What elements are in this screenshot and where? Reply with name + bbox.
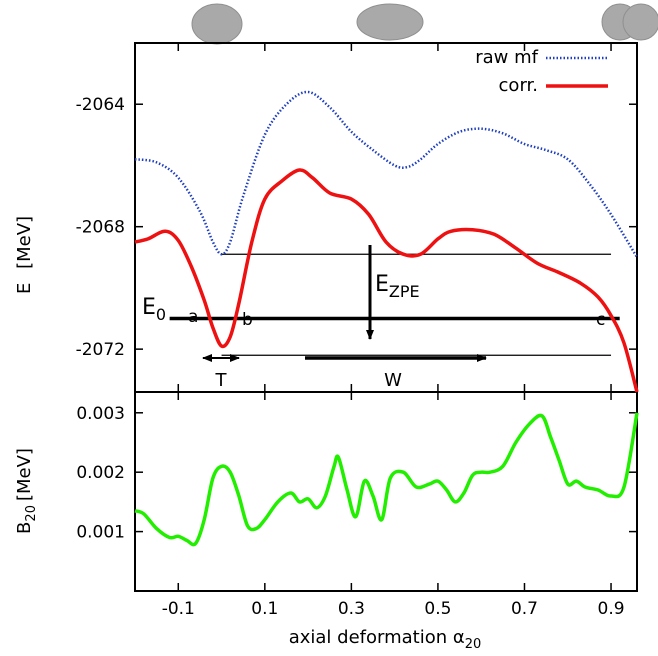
e0-label-base: E bbox=[142, 295, 156, 320]
corr-series-line bbox=[134, 168, 639, 393]
bottom-xtick-label: 0.5 bbox=[424, 599, 451, 619]
bottom-xtick-label: 0.1 bbox=[251, 599, 278, 619]
top-ylabel: E [MeV] bbox=[14, 216, 35, 294]
deformed-shape bbox=[356, 3, 424, 41]
bottom-ylabel-sub: 20 bbox=[24, 505, 39, 522]
top-ylabel-main: E bbox=[14, 283, 35, 294]
fission-fragment-right-shape bbox=[622, 3, 658, 41]
xlabel-sub: 20 bbox=[465, 637, 482, 652]
top-ytick-label: -2064 bbox=[76, 95, 125, 115]
bottom-ytick-label: 0.002 bbox=[76, 463, 125, 483]
bottom-ylabel: B20 [MeV] bbox=[14, 448, 39, 534]
ezpe-label: EZPE bbox=[375, 272, 420, 301]
bottom-xtick-label: 0.7 bbox=[511, 599, 538, 619]
ezpe-label-sub: ZPE bbox=[389, 282, 420, 301]
legend-label-corr: corr. bbox=[499, 75, 538, 96]
legend-label-raw: raw mf bbox=[475, 47, 538, 68]
t-label: T bbox=[215, 370, 228, 391]
legend: raw mf corr. bbox=[475, 47, 608, 96]
w-label: W bbox=[384, 370, 402, 391]
ezpe-label-base: E bbox=[375, 272, 389, 297]
xlabel: axial deformation α20 bbox=[289, 627, 482, 652]
bottom-ylabel-unit: [MeV] bbox=[14, 448, 35, 501]
top-ylabel-unit: [MeV] bbox=[14, 216, 35, 269]
spherical-shape bbox=[191, 3, 243, 45]
bottom-xtick-label: 0.9 bbox=[598, 599, 625, 619]
point-c-label: c bbox=[596, 310, 605, 330]
e0-label-sub: 0 bbox=[156, 305, 166, 324]
top-ytick-label: -2068 bbox=[76, 218, 125, 238]
bottom-xtick-label: -0.1 bbox=[162, 599, 195, 619]
point-a-label: a bbox=[188, 307, 198, 327]
b20-series-line bbox=[134, 412, 639, 547]
bottom-ytick-label: 0.001 bbox=[76, 523, 125, 543]
top-panel-frame bbox=[134, 42, 638, 393]
bottom-panel-frame bbox=[134, 391, 638, 592]
xlabel-text: axial deformation α bbox=[289, 627, 465, 648]
point-b-label: b bbox=[242, 310, 253, 330]
bottom-ylabel-base: B bbox=[14, 522, 35, 534]
bottom-ytick-label: 0.003 bbox=[76, 404, 125, 424]
top-ytick-label: -2072 bbox=[76, 340, 125, 360]
bottom-xtick-label: 0.3 bbox=[338, 599, 365, 619]
raw-mf-series-line bbox=[134, 90, 639, 258]
e0-label: E0 bbox=[142, 295, 166, 324]
